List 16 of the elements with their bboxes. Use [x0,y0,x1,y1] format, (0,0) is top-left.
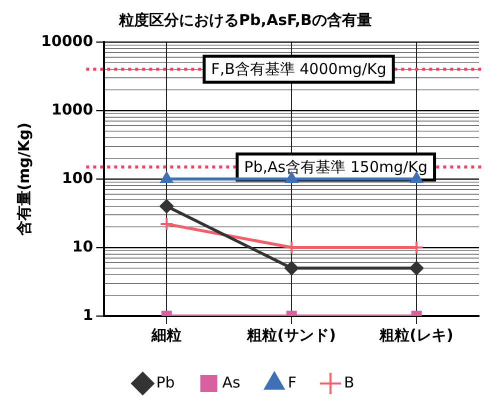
y-axis-title: 含有量(mg/Kg) [14,122,33,236]
y-tick-label: 1 [82,306,94,324]
y-tick-label: 10000 [41,32,94,50]
x-tick-label: 粗粒(サンド) [246,326,336,344]
legend-label: Pb [156,373,175,392]
ref-line-label: F,B含有基準 4000mg/Kg [211,60,386,78]
y-tick-label: 100 [62,168,94,187]
ref-line-label: Pb,As含有基準 150mg/Kg [244,158,428,176]
legend-label: B [344,373,354,392]
x-tick-label: 粗粒(レキ) [378,326,454,344]
legend-label: As [222,373,241,392]
y-tick-label: 1000 [51,100,94,118]
x-tick-label: 細粒 [150,326,182,344]
legend-label: F [288,373,297,392]
chart-title: 粒度区分におけるPb,AsF,Bの含有量 [118,10,372,29]
y-tick-label: 10 [72,237,94,256]
